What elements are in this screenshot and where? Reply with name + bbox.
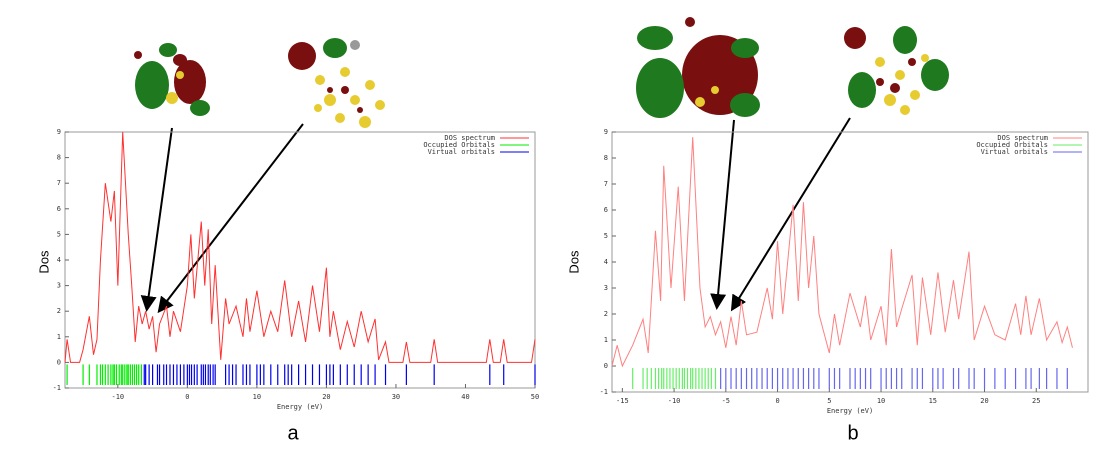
y-tick-label: 6 bbox=[604, 206, 608, 214]
dos-line bbox=[64, 131, 536, 363]
y-tick-label: 5 bbox=[604, 232, 608, 240]
x-tick-label: -15 bbox=[616, 397, 629, 405]
x-axis-label: Energy (eV) bbox=[277, 403, 323, 411]
molecule-a1 bbox=[134, 43, 210, 116]
y-tick-label: -1 bbox=[53, 384, 61, 392]
x-tick-label: 20 bbox=[322, 393, 330, 401]
y-tick-label: 3 bbox=[57, 282, 61, 290]
y-tick-label: 3 bbox=[604, 284, 608, 292]
y-tick-label: 9 bbox=[57, 128, 61, 136]
legend-label: Virtual orbitals bbox=[981, 148, 1048, 156]
molecule-a2 bbox=[288, 38, 385, 128]
dos-line bbox=[611, 137, 1073, 368]
y-tick-label: 7 bbox=[604, 180, 608, 188]
legend-label: Virtual orbitals bbox=[428, 148, 495, 156]
x-tick-label: 10 bbox=[877, 397, 885, 405]
panel-label: b bbox=[847, 422, 858, 444]
x-tick-label: -10 bbox=[668, 397, 681, 405]
y-axis-label: Dos bbox=[36, 250, 51, 274]
y-tick-label: 0 bbox=[604, 362, 608, 370]
legend-label: DOS spectrum bbox=[444, 134, 495, 142]
y-tick-label: 5 bbox=[57, 230, 61, 238]
x-tick-label: 5 bbox=[827, 397, 831, 405]
y-tick-label: 7 bbox=[57, 179, 61, 187]
x-tick-label: 40 bbox=[461, 393, 469, 401]
y-tick-label: 6 bbox=[57, 205, 61, 213]
y-tick-label: 2 bbox=[604, 310, 608, 318]
y-tick-label: 8 bbox=[604, 154, 608, 162]
x-tick-label: 15 bbox=[929, 397, 937, 405]
y-tick-label: 1 bbox=[57, 333, 61, 341]
x-tick-label: -10 bbox=[112, 393, 125, 401]
y-axis-label: Dos bbox=[566, 250, 581, 274]
x-axis-label: Energy (eV) bbox=[827, 407, 873, 415]
x-tick-label: 30 bbox=[392, 393, 400, 401]
x-tick-label: 25 bbox=[1032, 397, 1040, 405]
y-tick-label: 1 bbox=[604, 336, 608, 344]
molecule-b2 bbox=[844, 26, 949, 115]
x-tick-label: 10 bbox=[253, 393, 261, 401]
panel-label: a bbox=[287, 422, 299, 444]
x-tick-label: 0 bbox=[775, 397, 779, 405]
legend-label: DOS spectrum bbox=[997, 134, 1048, 142]
x-tick-label: 20 bbox=[980, 397, 988, 405]
y-tick-label: 9 bbox=[604, 128, 608, 136]
y-tick-label: 2 bbox=[57, 307, 61, 315]
x-tick-label: -5 bbox=[722, 397, 730, 405]
arrows bbox=[140, 117, 851, 314]
legend-label: Occupied Orbitals bbox=[423, 141, 495, 149]
y-tick-label: 0 bbox=[57, 358, 61, 366]
molecule-b1 bbox=[636, 17, 760, 118]
y-tick-label: -1 bbox=[600, 388, 608, 396]
plot-frame bbox=[611, 131, 1089, 393]
plot-frame bbox=[64, 131, 536, 389]
y-tick-label: 4 bbox=[604, 258, 608, 266]
legend-label: Occupied Orbitals bbox=[976, 141, 1048, 149]
y-tick-label: 8 bbox=[57, 154, 61, 162]
x-tick-label: 50 bbox=[531, 393, 539, 401]
y-tick-label: 4 bbox=[57, 256, 61, 264]
x-tick-label: 0 bbox=[185, 393, 189, 401]
